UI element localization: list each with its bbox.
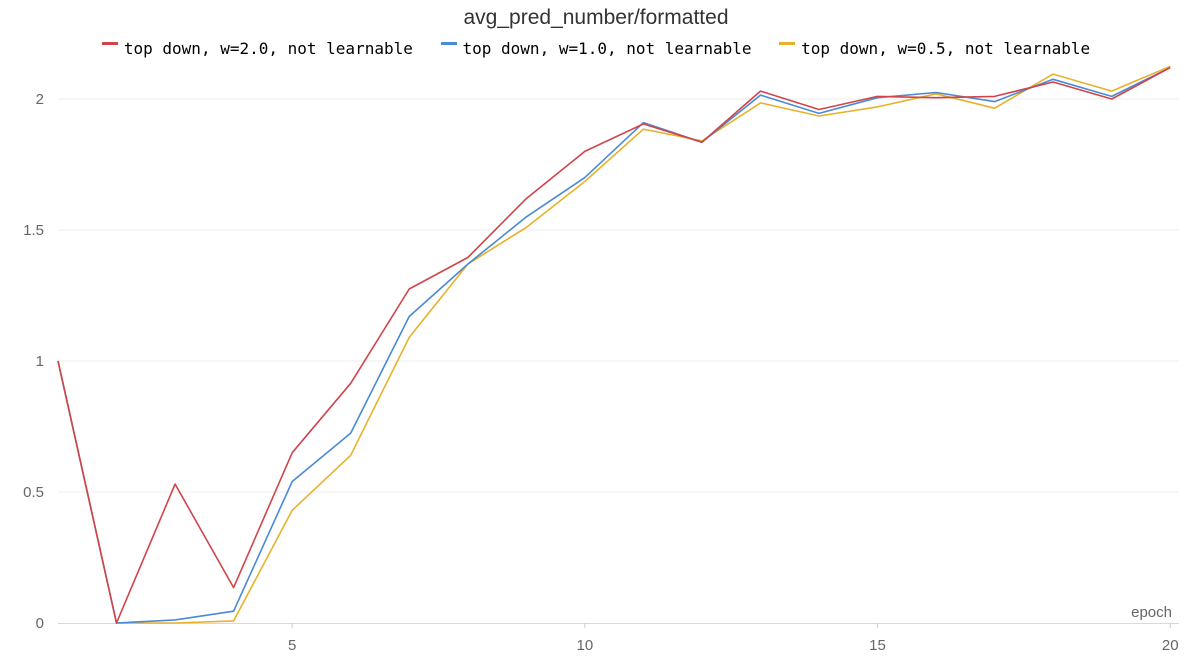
x-axis-label: epoch — [1131, 604, 1172, 621]
legend-item-w2[interactable]: top down, w=2.0, not learnable — [101, 39, 413, 58]
legend-swatch-w05 — [779, 42, 796, 45]
series-lines — [57, 65, 1171, 624]
legend-label-w05: top down, w=0.5, not learnable — [801, 39, 1091, 58]
legend-label-w1: top down, w=1.0, not learnable — [462, 39, 752, 58]
legend-item-w05[interactable]: top down, w=0.5, not learnable — [779, 39, 1090, 58]
series-line-2[interactable] — [57, 65, 1171, 624]
y-tick-label: 2 — [36, 91, 44, 108]
x-axis-ticks: 5 10 15 20 — [288, 623, 1179, 654]
y-tick-label: 0.5 — [23, 484, 44, 501]
y-tick-label: 1.5 — [23, 222, 44, 239]
gridlines — [58, 98, 1179, 493]
x-tick-label: 10 — [576, 637, 593, 654]
y-tick-label: 0 — [36, 615, 44, 632]
legend-item-w1[interactable]: top down, w=1.0, not learnable — [440, 39, 752, 58]
x-tick-label: 20 — [1162, 637, 1179, 654]
legend-swatch-w1 — [440, 42, 457, 45]
y-axis-ticks: 0 0.5 1 1.5 2 — [23, 91, 44, 632]
chart-title: avg_pred_number/formatted — [463, 6, 729, 29]
legend-label-w2: top down, w=2.0, not learnable — [123, 39, 413, 58]
legend: top down, w=2.0, not learnable top down,… — [0, 39, 1192, 58]
y-tick-label: 1 — [36, 353, 44, 370]
legend-swatch-w2 — [101, 42, 118, 45]
x-tick-label: 15 — [869, 637, 886, 654]
series-line-0[interactable] — [57, 66, 1171, 624]
series-line-1[interactable] — [57, 66, 1171, 624]
x-tick-label: 5 — [288, 637, 296, 654]
